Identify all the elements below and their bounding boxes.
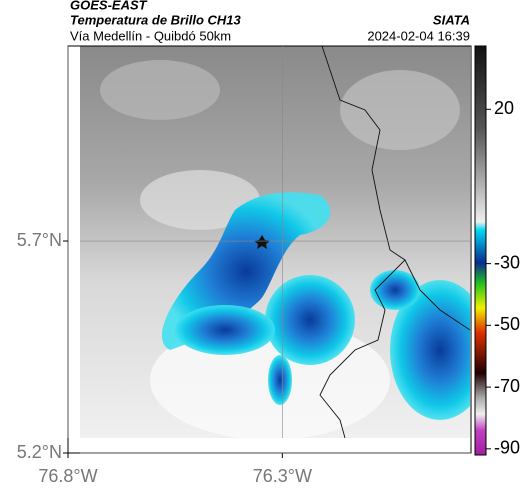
title: GOES-EAST bbox=[70, 0, 148, 12]
colorbar-tick-label: -90 bbox=[494, 438, 520, 458]
x-tick-label: 76.8°W bbox=[38, 466, 97, 486]
colorbar bbox=[474, 45, 487, 456]
y-tick-label: 5.2°N bbox=[17, 442, 62, 462]
colorbar-tick-label: -70 bbox=[494, 376, 520, 396]
subtitle: Temperatura de Brillo CH13 bbox=[70, 12, 242, 27]
timestamp: 2024-02-04 16:39 bbox=[367, 28, 470, 43]
caption: Vía Medellín - Quibdó 50km bbox=[70, 28, 231, 43]
satellite-image bbox=[80, 46, 470, 438]
source: SIATA bbox=[433, 12, 470, 27]
location-marker bbox=[254, 235, 270, 249]
y-tick-label: 5.7°N bbox=[17, 230, 62, 250]
colorbar-tick-label: -30 bbox=[494, 252, 520, 272]
colorbar-tick-label: 20 bbox=[494, 98, 514, 118]
x-tick-label: 76.3°W bbox=[253, 466, 312, 486]
colorbar-tick-label: -50 bbox=[494, 314, 520, 334]
